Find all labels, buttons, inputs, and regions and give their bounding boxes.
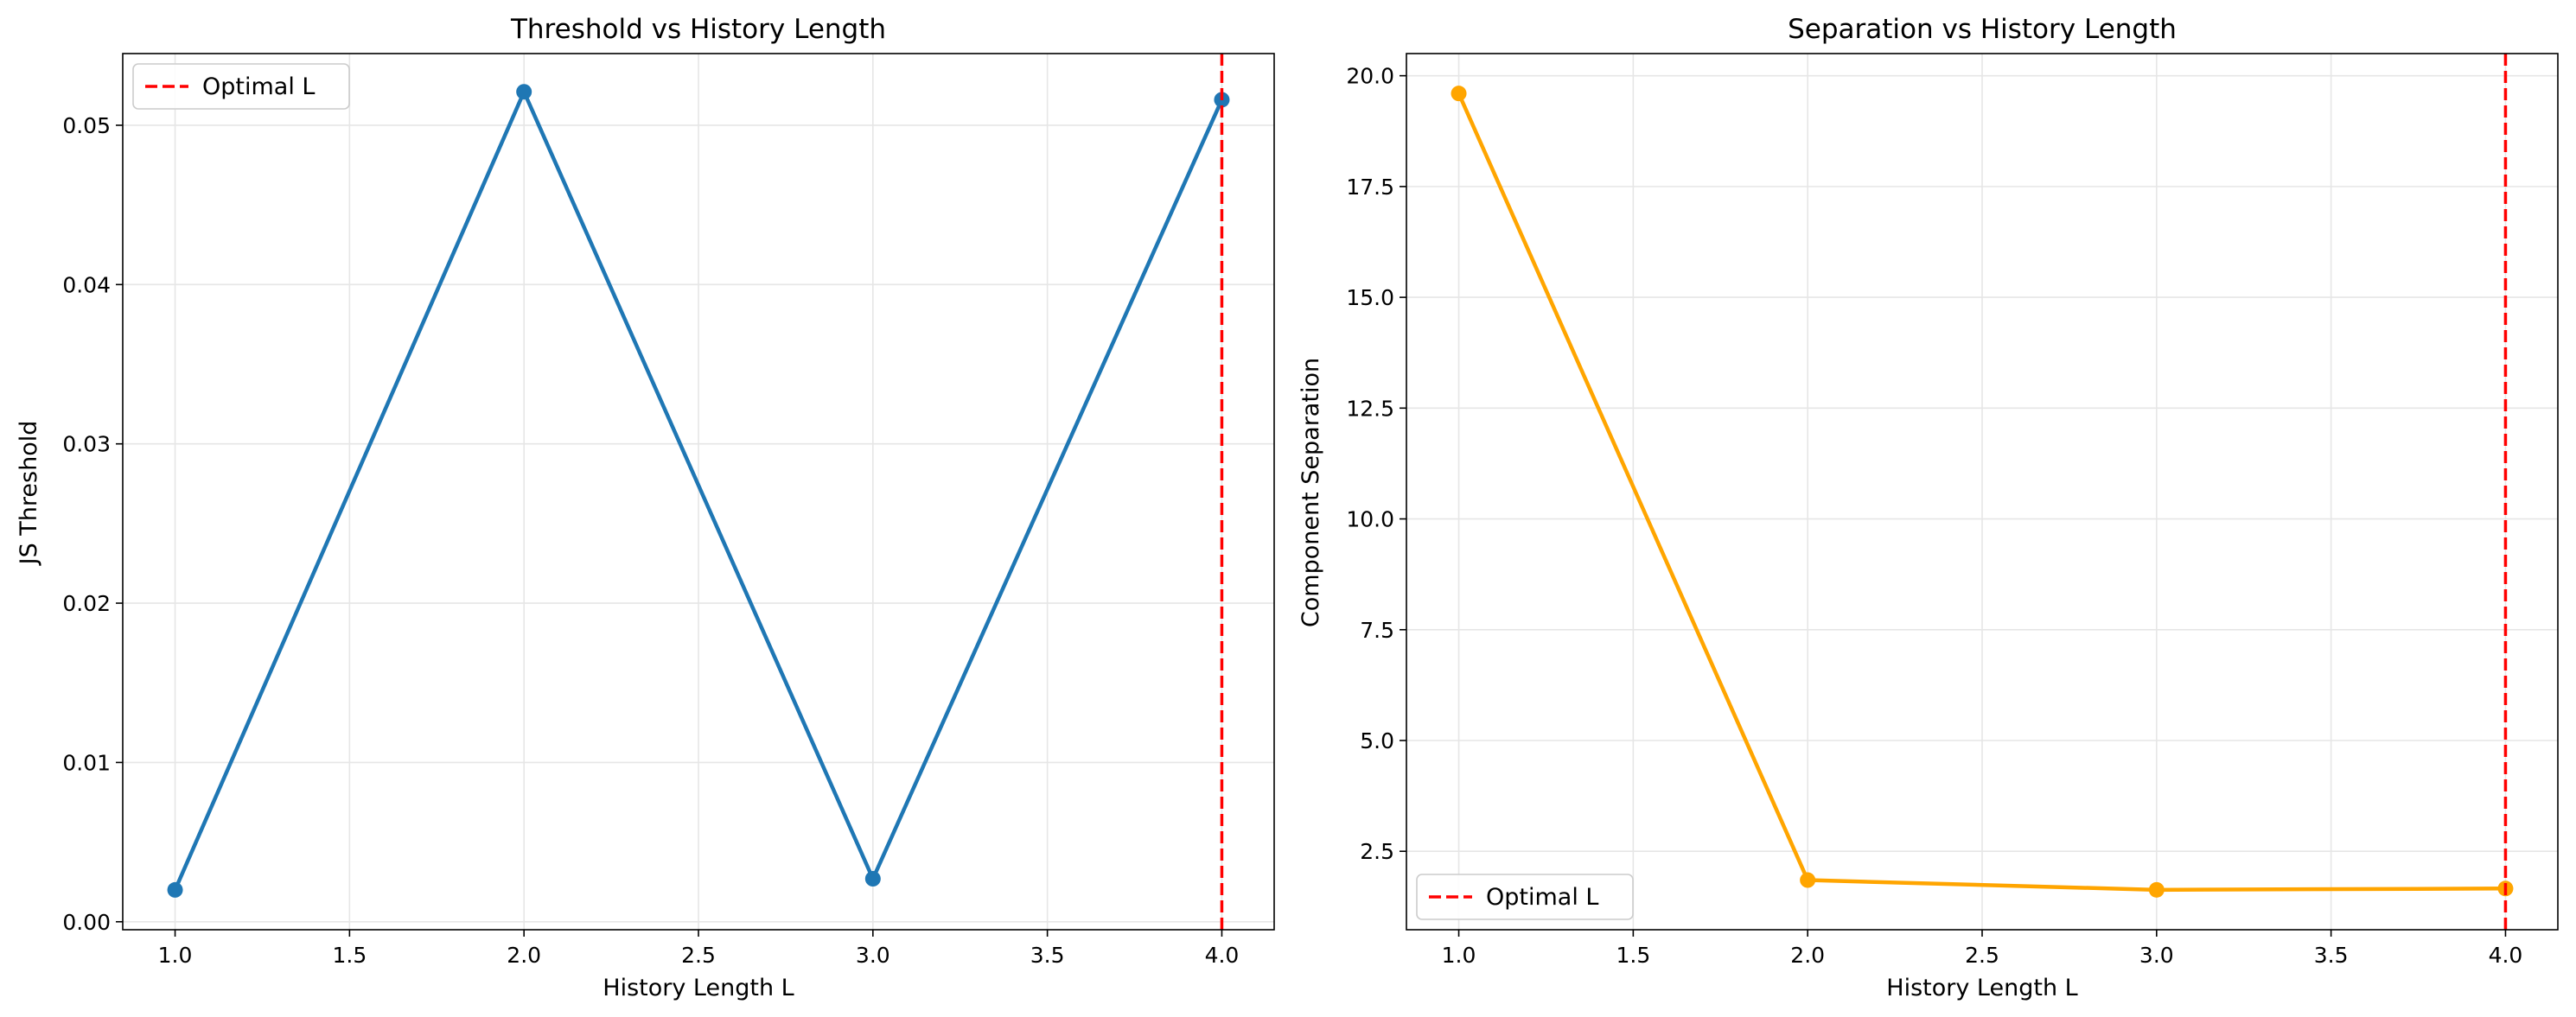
legend-box [1416,874,1634,920]
y-tick-label: 10.0 [1346,507,1394,532]
chart-threshold: Threshold vs History Length History Leng… [16,14,1275,1001]
y-axis-label: JS Threshold [16,421,42,567]
x-tick-label: 2.0 [1790,943,1825,968]
x-axis-label: History Length L [1886,975,2077,1001]
y-tick-label: 12.5 [1346,396,1394,421]
y-tick-label: 0.04 [62,272,111,297]
legend-box [132,63,350,110]
x-tick-label: 1.0 [1442,943,1476,968]
data-point [1451,86,1467,102]
x-tick-label: 3.0 [2139,943,2174,968]
y-tick-label: 7.5 [1360,618,1394,643]
y-tick-label: 0.00 [62,910,111,935]
y-tick-label: 0.02 [62,591,111,616]
x-tick-label: 2.0 [507,943,541,968]
y-tick-label: 20.0 [1346,64,1394,89]
x-tick-label: 3.5 [1030,943,1065,968]
chart-title: Separation vs History Length [1788,14,2177,45]
data-point [516,84,532,100]
y-tick-label: 17.5 [1346,175,1394,200]
x-tick-label: 1.5 [1616,943,1650,968]
x-tick-label: 3.5 [2314,943,2349,968]
data-point [1800,872,1816,888]
axes-frame [122,53,1275,931]
chart-title: Threshold vs History Length [510,14,886,45]
data-point [2148,881,2165,898]
y-tick-label: 2.5 [1360,839,1394,864]
x-tick-label: 1.0 [158,943,193,968]
x-tick-label: 2.5 [1965,943,1999,968]
y-tick-label: 5.0 [1360,728,1394,753]
data-point [864,871,881,887]
chart-separation: Separation vs History Length History Len… [1298,14,2559,1001]
legend-label: Optimal L [202,73,315,100]
y-tick-label: 15.0 [1346,285,1394,310]
legend-label: Optimal L [1486,884,1598,911]
y-tick-label: 0.05 [62,113,111,138]
x-tick-label: 4.0 [2489,943,2523,968]
x-tick-label: 1.5 [332,943,367,968]
data-point [167,881,183,898]
y-tick-label: 0.01 [62,750,111,775]
x-axis-label: History Length L [603,975,794,1001]
y-axis-label: Component Separation [1298,358,1324,627]
y-tick-label: 0.03 [62,432,111,457]
x-tick-label: 4.0 [1205,943,1240,968]
x-tick-label: 3.0 [856,943,890,968]
series-line [1457,91,2508,893]
x-tick-label: 2.5 [681,943,716,968]
series-line [173,89,1224,893]
axes-frame [1406,53,2559,931]
